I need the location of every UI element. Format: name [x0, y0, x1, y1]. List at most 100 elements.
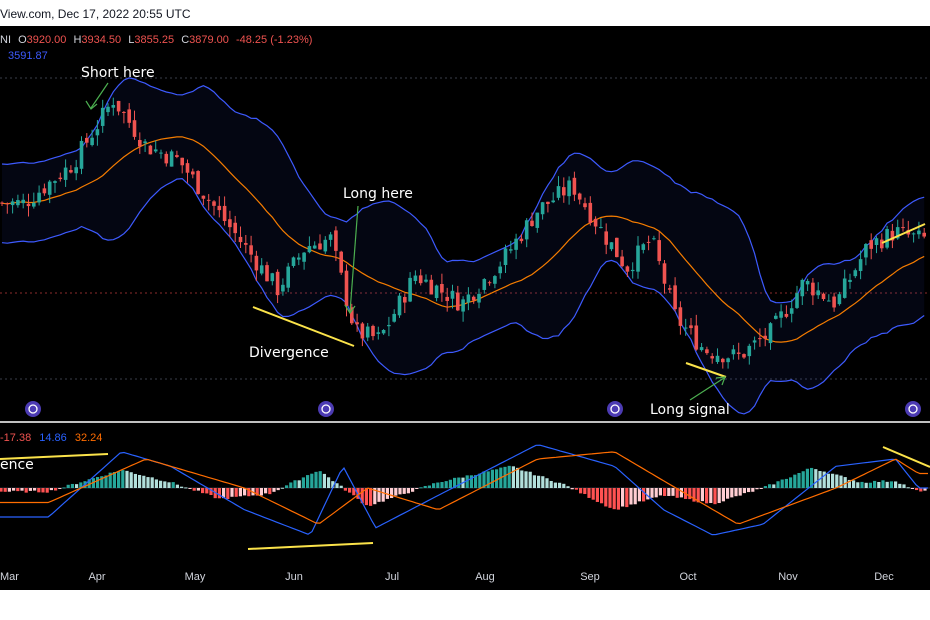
candle: [705, 346, 709, 355]
histogram-bar: [780, 479, 784, 488]
histogram-bar: [285, 485, 289, 488]
macd-pane[interactable]: ence -17.38 14.86 32.24: [0, 432, 930, 550]
candle: [731, 345, 736, 360]
histogram-bar: [373, 488, 377, 505]
candle: [159, 149, 163, 159]
histogram-bar: [742, 488, 746, 494]
histogram-bar: [230, 488, 234, 497]
source-and-date: View.com, Dec 17, 2022 20:55 UTC: [0, 7, 191, 21]
candle: [164, 151, 169, 167]
histogram-bar: [738, 488, 742, 496]
histogram-bar: [747, 488, 751, 493]
candle: [69, 165, 73, 174]
histogram-bar: [814, 469, 818, 488]
symbol-label: NI: [0, 34, 11, 46]
histogram-bar: [490, 469, 494, 488]
histogram-bar: [419, 487, 423, 489]
month-tick-label: Dec: [874, 571, 894, 583]
divergence-label: Divergence: [249, 345, 329, 361]
histogram-bar: [663, 488, 667, 496]
histogram-bar: [226, 488, 230, 500]
candle: [535, 212, 540, 233]
histogram-bar: [658, 488, 662, 496]
candle: [768, 322, 773, 350]
candle: [615, 237, 619, 258]
histogram-bar: [516, 467, 520, 488]
histogram-bar: [726, 488, 730, 499]
candle: [47, 179, 52, 204]
candle: [217, 196, 222, 218]
histogram-bar: [595, 488, 599, 502]
candle: [652, 235, 656, 241]
month-axis[interactable]: Mar Apr May Jun Jul Aug Sep Oct Nov Dec: [0, 571, 894, 583]
histogram-bar: [37, 488, 41, 493]
histogram-bar: [915, 488, 919, 491]
candle: [360, 322, 365, 347]
candle: [42, 183, 47, 196]
candle: [832, 292, 836, 312]
candle: [106, 103, 110, 116]
histogram-bar: [196, 488, 200, 491]
candle: [275, 269, 280, 304]
histogram-bar: [70, 483, 74, 488]
histogram-bar: [852, 480, 856, 488]
histogram-bar: [427, 485, 431, 488]
histogram-bar: [898, 483, 902, 488]
histogram-bar: [20, 488, 24, 491]
macd-dec-trendline: [882, 446, 930, 468]
histogram-bar: [671, 488, 675, 496]
candle: [392, 309, 396, 323]
close-value: 3879.00: [189, 34, 229, 46]
histogram-bar: [910, 488, 914, 489]
histogram-bar: [159, 480, 163, 488]
candle: [138, 132, 142, 154]
histogram-bar: [579, 488, 583, 494]
candle: [620, 249, 624, 268]
histogram-bar: [629, 488, 633, 505]
histogram-bar: [688, 488, 692, 500]
histogram-bar: [377, 488, 381, 502]
candle: [763, 327, 767, 347]
replay-icon[interactable]: [905, 401, 921, 417]
candle: [32, 192, 36, 209]
histogram-bar: [705, 488, 709, 504]
candle: [530, 212, 534, 227]
histogram-bar: [902, 484, 906, 488]
histogram-bar: [453, 477, 457, 488]
price-pane[interactable]: Short here Long here Divergence Long sig…: [0, 34, 930, 418]
candle: [201, 195, 206, 206]
candle: [408, 272, 412, 303]
candle: [381, 329, 386, 335]
replay-icon[interactable]: [25, 401, 41, 417]
candle: [265, 261, 269, 282]
candle: [885, 225, 889, 250]
histogram-bar: [600, 488, 604, 504]
candle: [503, 244, 508, 273]
replay-icon[interactable]: [607, 401, 623, 417]
histogram-bar: [537, 475, 541, 488]
histogram-bar: [54, 488, 58, 491]
candle: [604, 223, 608, 255]
histogram-bar: [717, 488, 721, 504]
high-label: H: [73, 34, 81, 46]
candle: [726, 357, 730, 369]
candle: [774, 312, 778, 320]
histogram-bar: [583, 488, 587, 495]
replay-icon[interactable]: [318, 401, 334, 417]
histogram-bar: [789, 477, 793, 488]
candle: [355, 313, 359, 332]
trading-chart[interactable]: Short here Long here Divergence Long sig…: [0, 26, 930, 590]
histogram-bar: [696, 488, 700, 503]
histogram-bar: [885, 481, 889, 488]
histogram-bar: [604, 488, 608, 507]
candle: [827, 294, 831, 302]
histogram-bar: [751, 488, 755, 492]
candle: [911, 232, 916, 243]
open-label: O: [18, 34, 27, 46]
histogram-bar: [675, 488, 679, 498]
candle: [853, 268, 858, 279]
candle: [238, 226, 243, 249]
candle: [270, 272, 275, 286]
histogram-bar: [339, 485, 343, 488]
histogram-bar: [444, 481, 448, 488]
